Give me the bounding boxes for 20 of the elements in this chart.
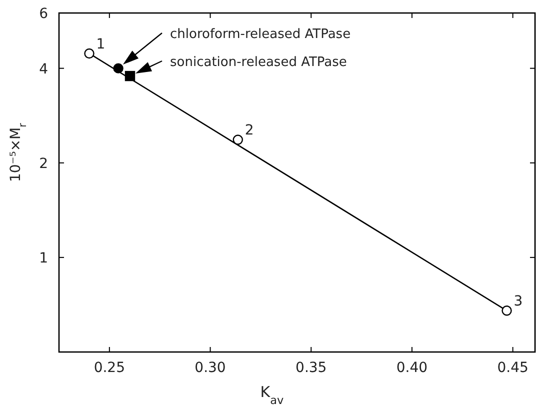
x-axis-title: K$_{av}$	[260, 383, 284, 406]
annotation: 1	[96, 36, 106, 52]
x-tick-label: 0.40	[396, 360, 428, 376]
point	[502, 306, 512, 316]
x-tick-label: 0.30	[194, 360, 226, 376]
annotation: sonication-released ATPase	[170, 55, 347, 70]
y-tick-label: 6	[39, 6, 48, 22]
annotation: 3	[514, 294, 523, 310]
x-tick-label: 0.25	[94, 360, 126, 376]
point	[124, 70, 136, 82]
y-tick-label: 2	[39, 156, 48, 172]
x-tick-label: 0.35	[296, 360, 327, 376]
point	[232, 134, 244, 145]
annotation: 2	[244, 122, 254, 139]
annotation: chloroform-released ATPase	[170, 27, 351, 42]
y-tick-label: 1	[39, 250, 48, 266]
x-tick-label: 0.45	[497, 360, 528, 376]
point	[113, 63, 124, 74]
y-tick-label: 4	[39, 61, 48, 78]
point	[84, 48, 94, 59]
